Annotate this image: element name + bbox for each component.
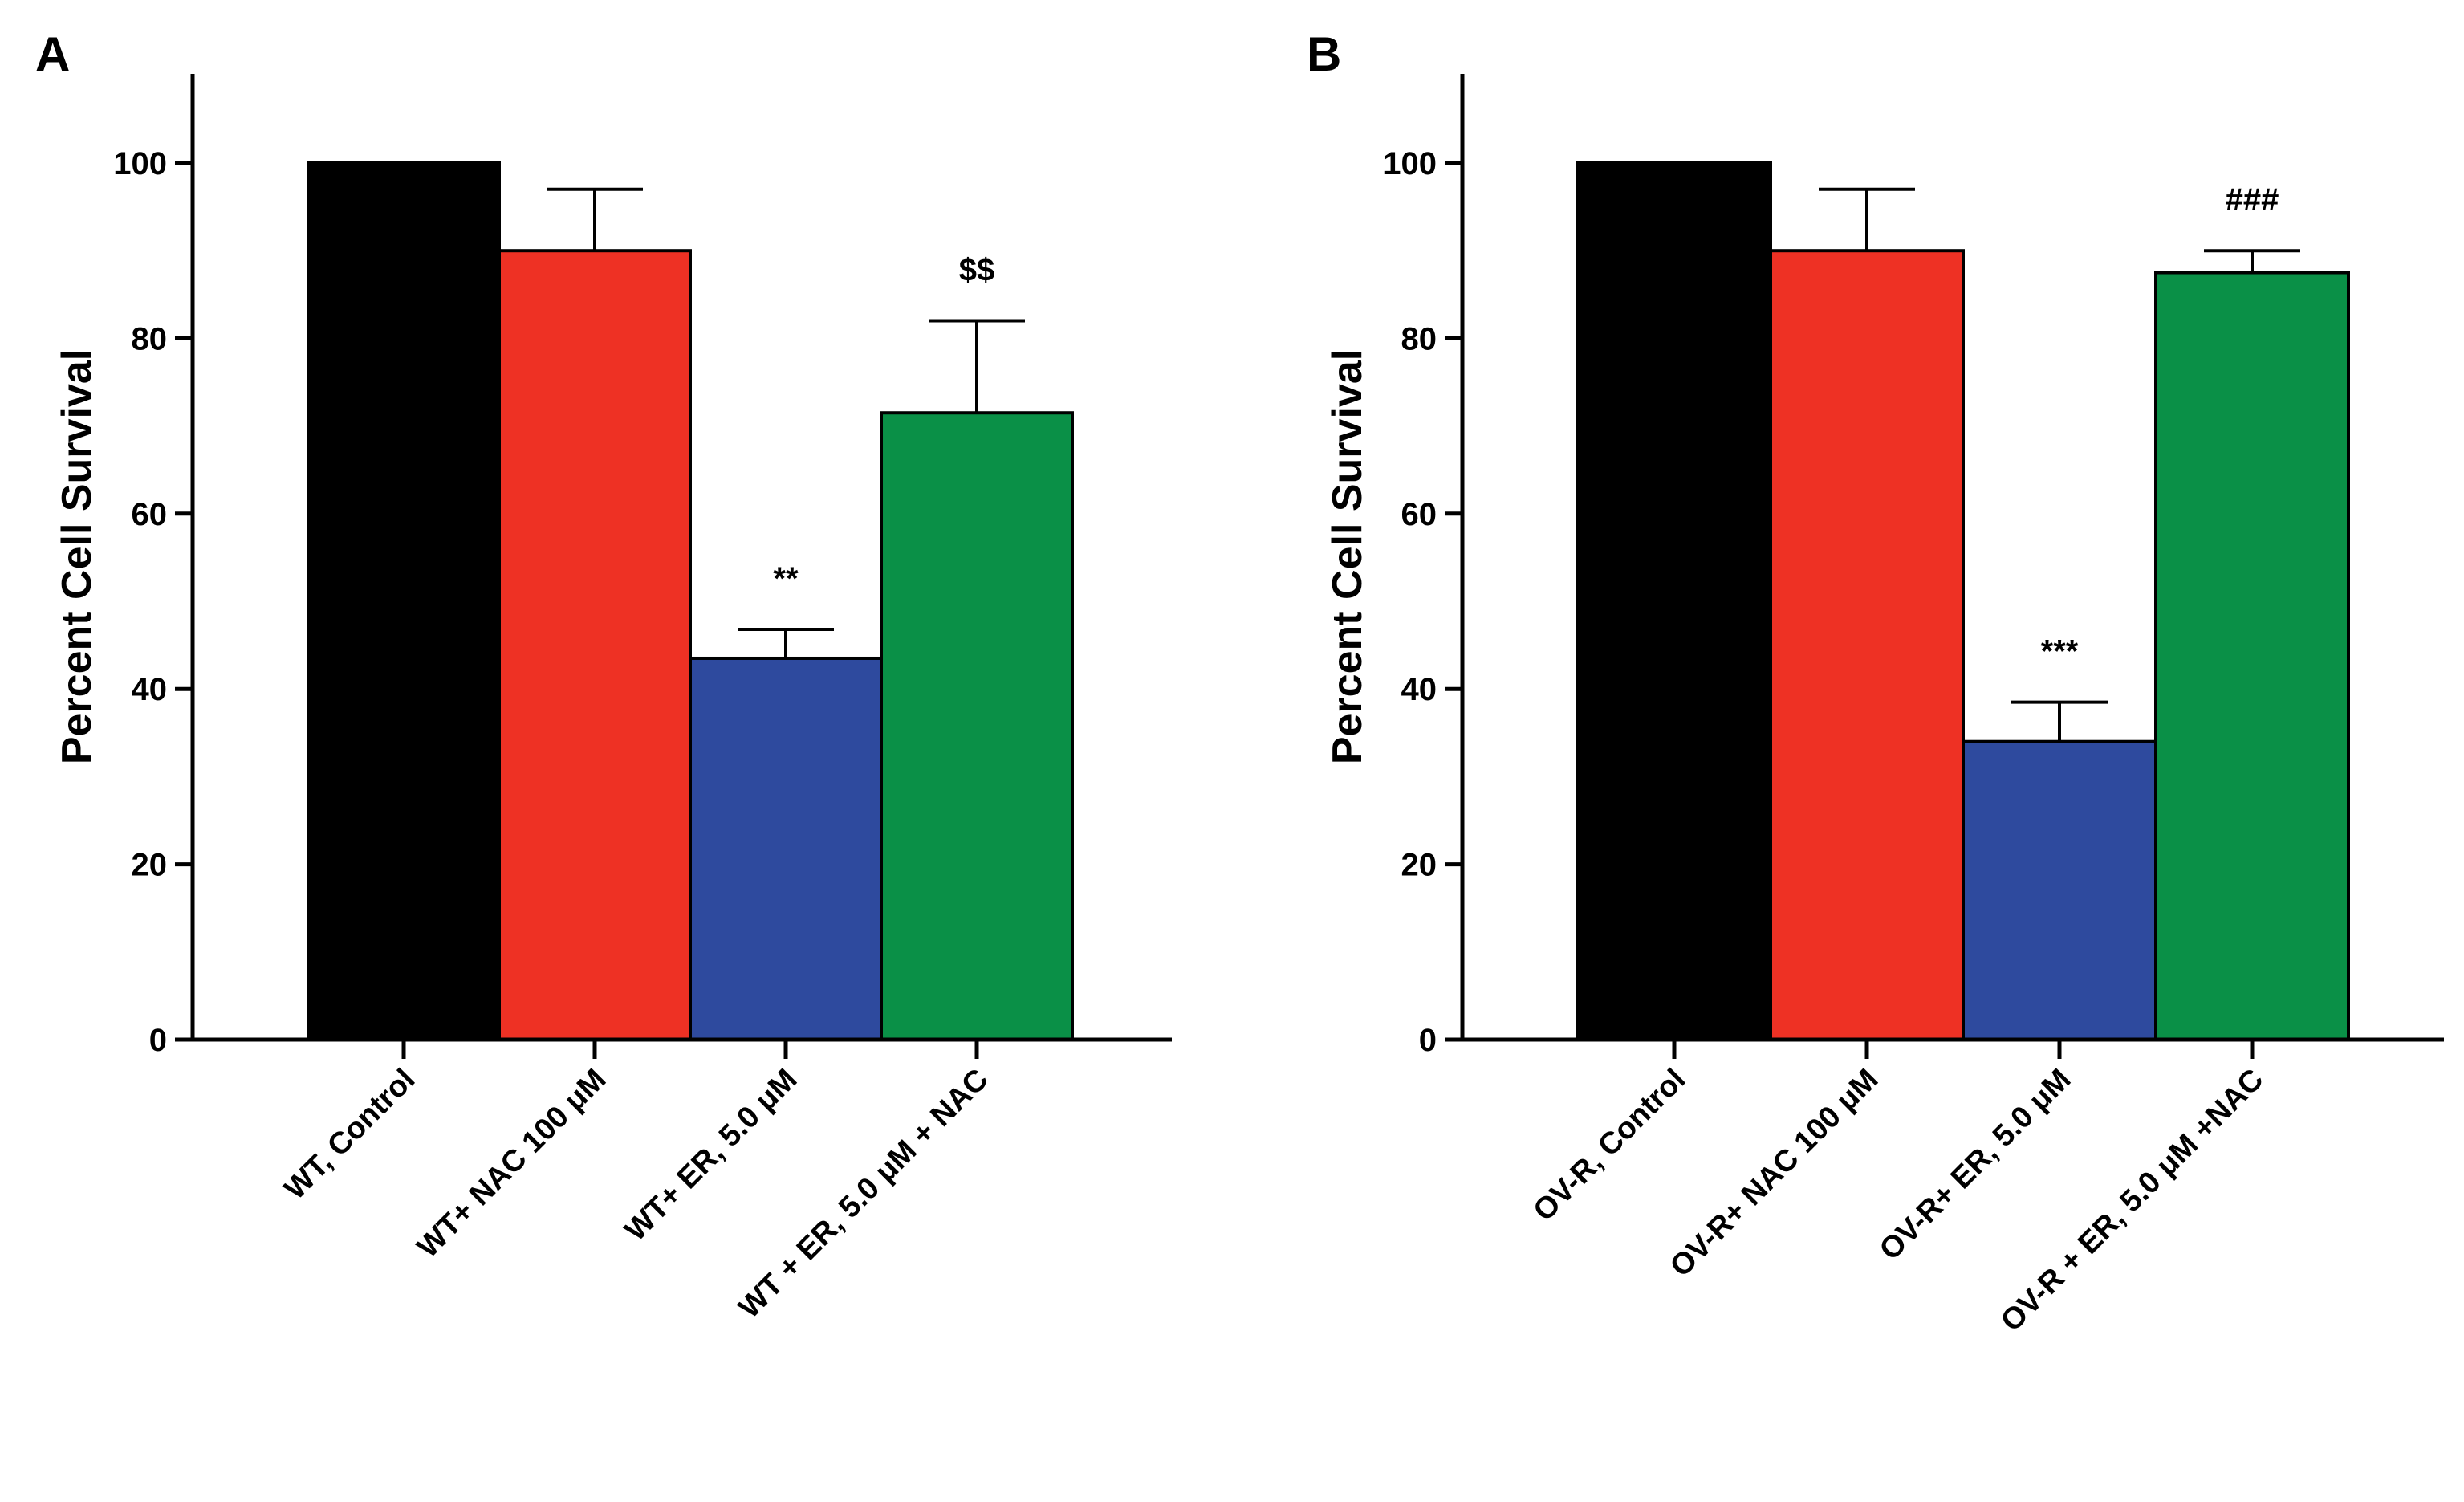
y-axis-label: Percent Cell Survival — [1324, 349, 1371, 764]
x-tick-label-2: WT+ NAC 100 μM — [411, 1063, 612, 1264]
panel-letter: B — [1307, 27, 1341, 81]
significance-label-3: ** — [773, 561, 799, 596]
x-tick-label-3: WT+ ER, 5.0 μM — [619, 1063, 804, 1248]
y-tick-label: 40 — [132, 672, 168, 707]
y-tick-label: 0 — [1419, 1023, 1437, 1058]
chart-panel-b: B Percent Cell Survival *** ### 0 20 40 60 80 100… — [1307, 27, 2444, 1338]
bar-1 — [307, 161, 501, 1041]
y-tick-label: 40 — [1401, 672, 1437, 707]
significance-label-4: ### — [2226, 182, 2279, 218]
bar-2 — [498, 249, 692, 1041]
chart-panel-a: A Percent Cell Survival ** $$ 0 20 40 60 80 100 WT… — [35, 27, 1172, 1325]
x-tick-label-2: OV-R+ NAC 100 μM — [1664, 1063, 1885, 1284]
y-axis-label: Percent Cell Survival — [54, 349, 100, 764]
bar-3 — [1962, 739, 2157, 1041]
y-tick-label: 20 — [132, 848, 168, 883]
y-tick-label: 100 — [1383, 146, 1437, 181]
y-tick-label: 60 — [132, 497, 168, 532]
bar-1 — [1576, 161, 1772, 1041]
significance-label-3: *** — [2041, 634, 2079, 670]
bar-4 — [2154, 271, 2350, 1041]
y-tick-label: 100 — [113, 146, 167, 181]
x-tick-label-3: OV-R+ ER, 5.0 μM — [1873, 1063, 2077, 1267]
bar-2 — [1769, 249, 1965, 1041]
x-tick-label-1: WT, Control — [278, 1063, 421, 1207]
y-tick-label: 60 — [1401, 497, 1437, 532]
y-tick-label: 80 — [132, 321, 168, 356]
y-tick-label: 80 — [1401, 321, 1437, 356]
y-tick-label: 20 — [1401, 848, 1437, 883]
significance-label-4: $$ — [959, 253, 995, 288]
y-tick-label: 0 — [149, 1023, 167, 1058]
x-tick-label-1: OV-R, Control — [1527, 1063, 1693, 1228]
bar-3 — [689, 656, 883, 1041]
panel-letter: A — [35, 27, 70, 81]
bar-4 — [880, 411, 1074, 1041]
